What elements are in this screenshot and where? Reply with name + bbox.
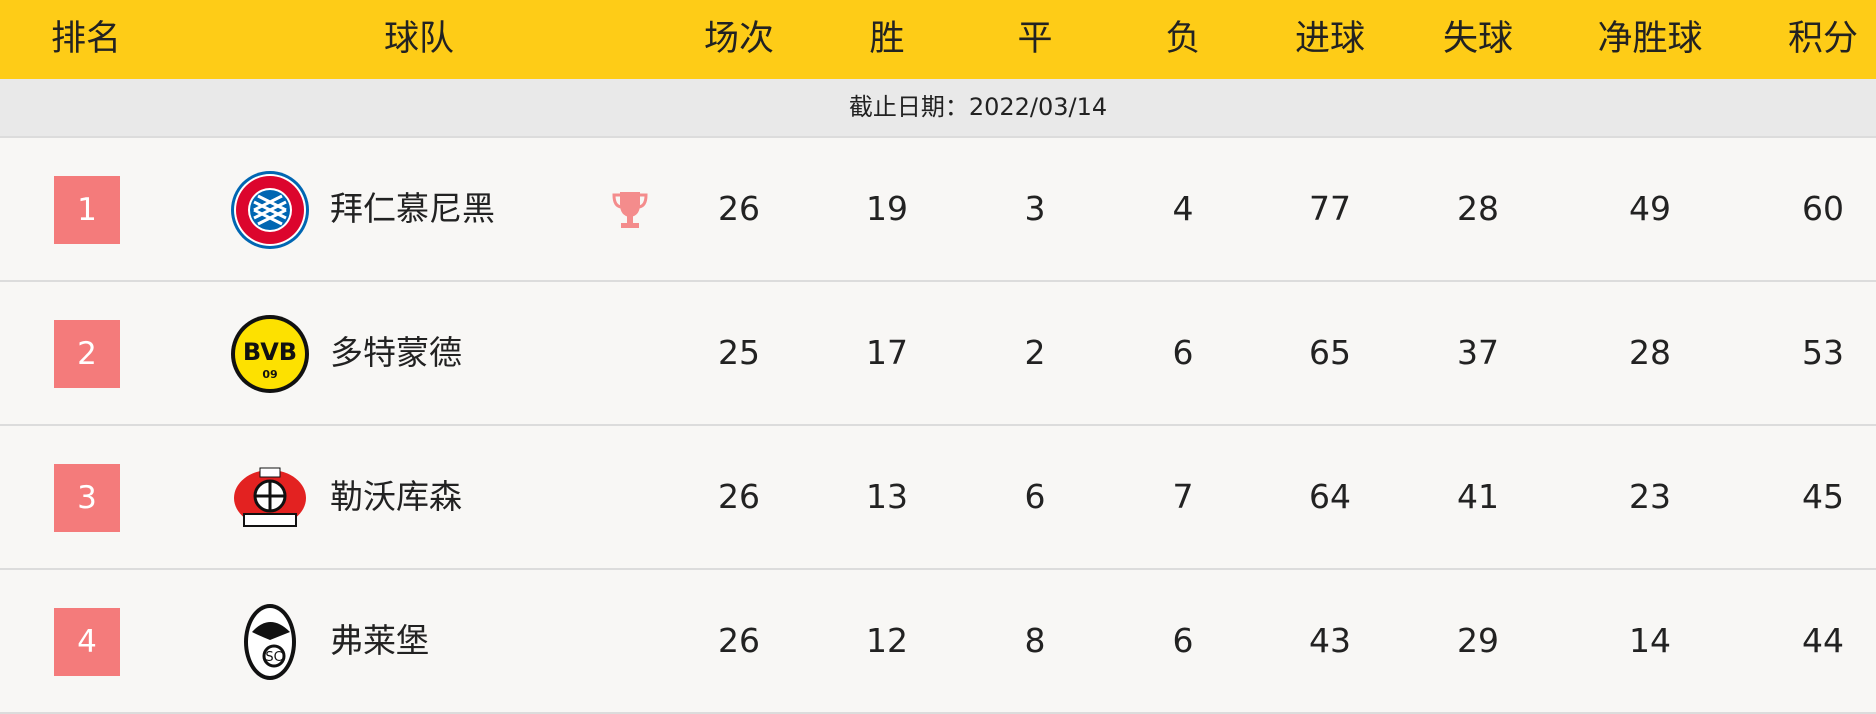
header-drawn: 平 <box>1017 19 1053 59</box>
cell-gd: 23 <box>1629 477 1671 516</box>
cell-played: 26 <box>718 621 760 660</box>
header-won: 胜 <box>869 19 905 59</box>
header-goals-against: 失球 <box>1442 19 1514 59</box>
cell-won: 12 <box>866 621 908 660</box>
team-name[interactable]: 勒沃库森 <box>330 477 462 516</box>
table-row[interactable]: 1 拜仁慕尼黑 26 19 3 4 77 28 49 60 <box>0 138 1876 282</box>
cell-lost: 6 <box>1172 333 1194 372</box>
cell-pts: 44 <box>1802 621 1844 660</box>
freiburg-logo-icon: SC <box>230 602 310 682</box>
header-points: 积分 <box>1787 19 1859 59</box>
header-lost: 负 <box>1165 19 1201 59</box>
team-name[interactable]: 弗莱堡 <box>330 621 429 660</box>
cell-ga: 37 <box>1457 333 1499 372</box>
cell-drawn: 8 <box>1024 621 1046 660</box>
cell-lost: 6 <box>1172 621 1194 660</box>
cutoff-date: 截止日期：2022/03/14 <box>0 79 1876 138</box>
table-row[interactable]: 4 SC 弗莱堡 26 12 8 6 43 29 14 44 <box>0 570 1876 714</box>
cell-gd: 28 <box>1629 333 1671 372</box>
header-goals-for: 进球 <box>1294 19 1366 59</box>
cell-played: 26 <box>718 189 760 228</box>
bayern-logo-icon <box>230 170 310 250</box>
cell-played: 26 <box>718 477 760 516</box>
header-played: 场次 <box>703 19 775 59</box>
rank-badge: 1 <box>54 176 120 244</box>
svg-text:BVB: BVB <box>243 338 297 366</box>
bvb-logo-icon: BVB 09 <box>230 314 310 394</box>
table-row[interactable]: 3 勒沃库森 26 13 6 7 64 41 23 45 <box>0 426 1876 570</box>
cell-won: 17 <box>866 333 908 372</box>
trophy-icon <box>612 190 648 230</box>
header-team: 球队 <box>383 19 455 59</box>
svg-text:SC: SC <box>265 650 282 665</box>
cell-pts: 53 <box>1802 333 1844 372</box>
cell-gf: 43 <box>1309 621 1351 660</box>
cell-gd: 49 <box>1629 189 1671 228</box>
rank-badge: 4 <box>54 608 120 676</box>
cell-drawn: 2 <box>1024 333 1046 372</box>
cell-gf: 65 <box>1309 333 1351 372</box>
header-rank: 排名 <box>50 19 122 59</box>
cell-gf: 77 <box>1309 189 1351 228</box>
cell-ga: 29 <box>1457 621 1499 660</box>
team-name[interactable]: 拜仁慕尼黑 <box>330 189 495 228</box>
cell-played: 25 <box>718 333 760 372</box>
cell-gf: 64 <box>1309 477 1351 516</box>
cell-gd: 14 <box>1629 621 1671 660</box>
cell-drawn: 3 <box>1024 189 1046 228</box>
rank-badge: 2 <box>54 320 120 388</box>
cell-pts: 60 <box>1802 189 1844 228</box>
cell-lost: 7 <box>1172 477 1194 516</box>
cell-won: 19 <box>866 189 908 228</box>
table-header: 排名 球队 场次 胜 平 负 进球 失球 净胜球 积分 <box>0 0 1876 79</box>
leverkusen-logo-icon <box>230 458 310 538</box>
cell-pts: 45 <box>1802 477 1844 516</box>
cell-ga: 41 <box>1457 477 1499 516</box>
svg-text:09: 09 <box>262 368 277 381</box>
team-name[interactable]: 多特蒙德 <box>330 333 462 372</box>
cell-drawn: 6 <box>1024 477 1046 516</box>
table-row[interactable]: 2 BVB 09 多特蒙德 25 17 2 6 65 37 28 53 <box>0 282 1876 426</box>
header-goal-diff: 净胜球 <box>1597 19 1703 59</box>
cell-lost: 4 <box>1172 189 1194 228</box>
rank-badge: 3 <box>54 464 120 532</box>
cell-won: 13 <box>866 477 908 516</box>
cell-ga: 28 <box>1457 189 1499 228</box>
